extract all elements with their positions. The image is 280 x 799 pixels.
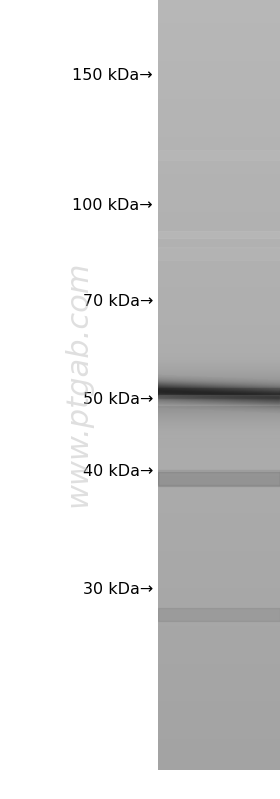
Text: 150 kDa→: 150 kDa→ [72,67,153,82]
Text: www.ptgab.com: www.ptgab.com [64,260,93,507]
Bar [158,232,280,238]
Text: 100 kDa→: 100 kDa→ [72,197,153,213]
Text: 70 kDa→: 70 kDa→ [83,295,153,309]
Bar [158,247,280,260]
Text: 40 kDa→: 40 kDa→ [83,464,153,479]
Bar [158,470,280,485]
Bar [158,149,280,161]
Text: 30 kDa→: 30 kDa→ [83,582,153,598]
Bar [158,607,280,621]
Bar [158,388,280,399]
Bar [158,471,280,486]
Bar [158,396,280,404]
Text: 50 kDa→: 50 kDa→ [83,392,153,407]
